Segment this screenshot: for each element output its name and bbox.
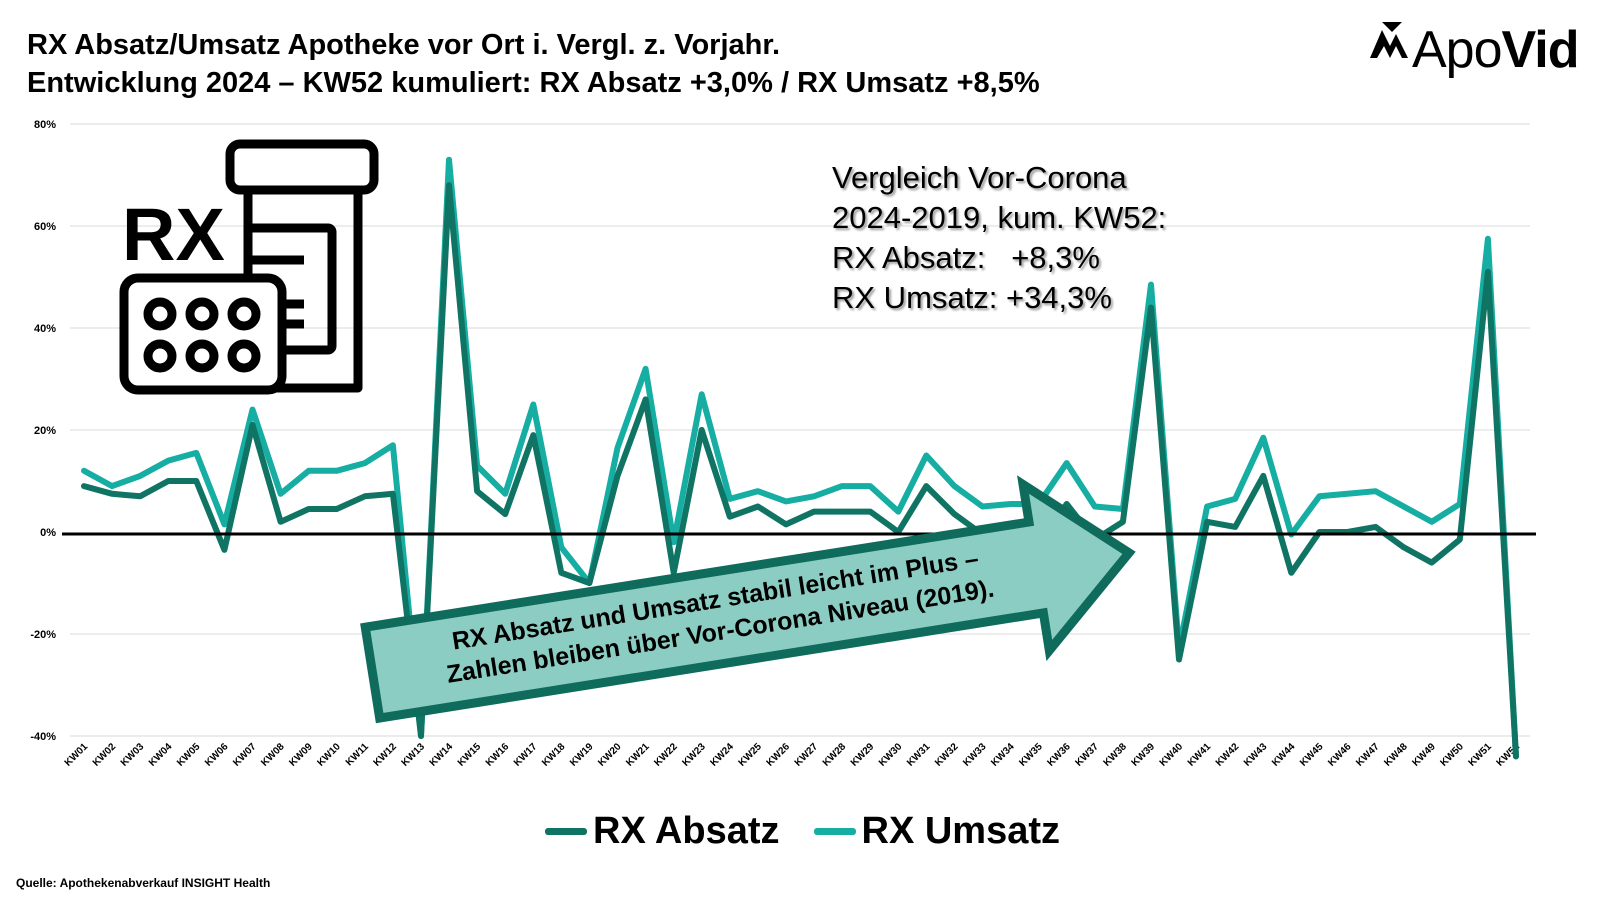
- logo-vid: Vid: [1501, 21, 1580, 79]
- source-note: Quelle: Apothekenabverkauf INSIGHT Healt…: [16, 876, 271, 890]
- chart-legend: RX Absatz RX Umsatz: [545, 806, 1094, 856]
- y-tick-label: 80%: [34, 119, 56, 131]
- note-line-2: 2024-2019, kum. KW52:: [832, 200, 1167, 235]
- pre-corona-comparison-note: Vergleich Vor-Corona 2024-2019, kum. KW5…: [832, 158, 1166, 318]
- y-tick-label: 60%: [34, 221, 56, 233]
- note-line-3: RX Absatz: +8,3%: [832, 240, 1100, 275]
- series-line-umsatz: [81, 156, 1519, 760]
- legend-label-absatz: RX Absatz: [593, 809, 780, 852]
- legend-item-umsatz: RX Umsatz: [813, 809, 1061, 853]
- chart-title: RX Absatz/Umsatz Apotheke vor Ort i. Ver…: [27, 26, 1040, 102]
- title-line-1: RX Absatz/Umsatz Apotheke vor Ort i. Ver…: [27, 29, 781, 61]
- logo-apo: Apo: [1412, 21, 1503, 79]
- title-line-2: Entwicklung 2024 – KW52 kumuliert: RX Ab…: [27, 67, 1040, 99]
- note-line-1: Vergleich Vor-Corona: [832, 160, 1127, 195]
- apovid-logo-text: ApoVid: [1412, 20, 1579, 80]
- y-tick-label: 40%: [34, 323, 56, 335]
- pill-bottle-blister-icon: RX: [119, 139, 379, 395]
- apovid-logo-mark-icon: [1370, 22, 1408, 58]
- legend-swatch-absatz: [545, 827, 587, 835]
- legend-swatch-umsatz: [813, 827, 856, 835]
- y-tick-label: 20%: [34, 425, 56, 437]
- y-tick-label: -40%: [30, 731, 56, 743]
- note-line-4: RX Umsatz: +34,3%: [832, 280, 1112, 315]
- rx-icon-label: RX: [122, 193, 225, 276]
- y-tick-label: 0%: [40, 527, 56, 539]
- callout-arrow-shape: [360, 475, 1136, 724]
- apovid-logo: ApoVid: [1368, 14, 1598, 84]
- series-line-absatz: [81, 182, 1519, 760]
- legend-label-umsatz: RX Umsatz: [861, 809, 1061, 852]
- legend-item-absatz: RX Absatz: [545, 810, 780, 853]
- y-tick-label: -20%: [30, 629, 56, 641]
